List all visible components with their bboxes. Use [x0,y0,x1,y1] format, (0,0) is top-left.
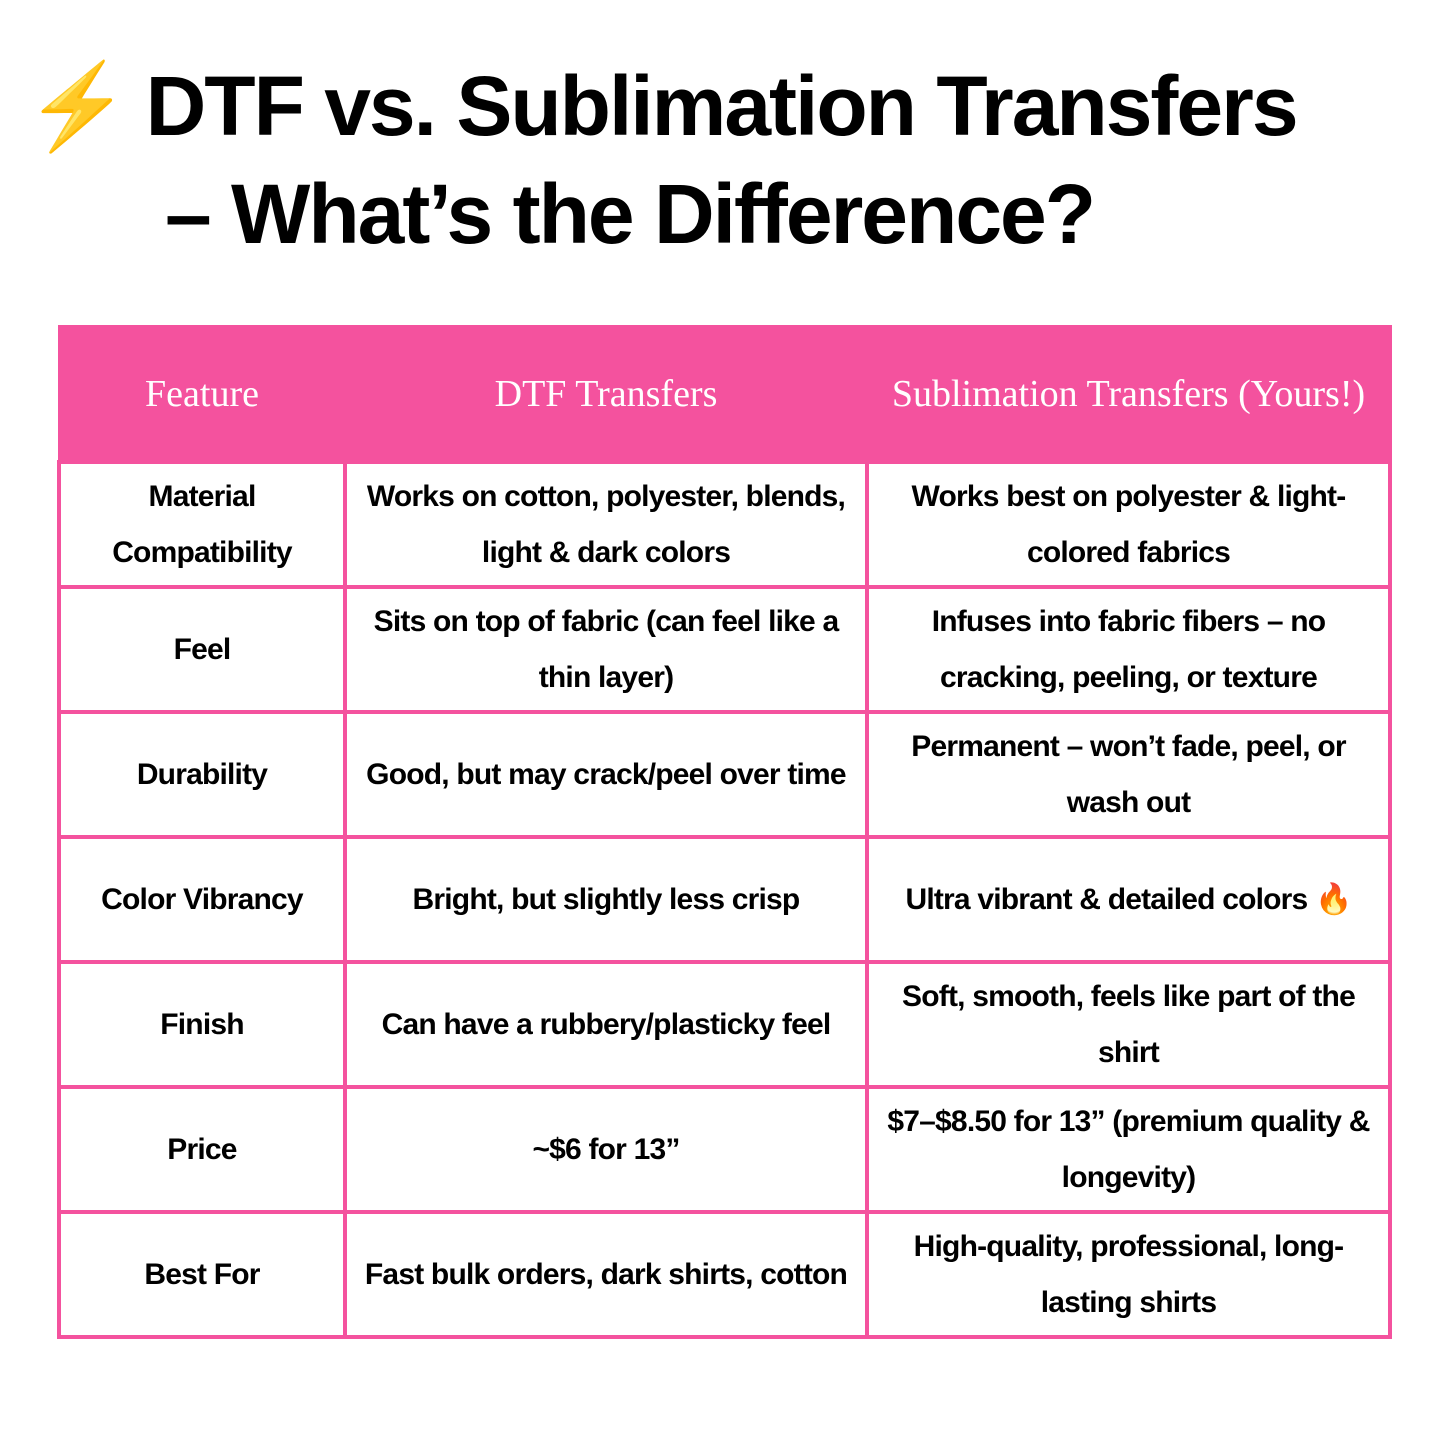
lightning-bolt-icon: ⚡ [25,59,130,153]
header-row: Feature DTF Transfers Sublimation Transf… [57,325,1392,464]
table-row: Material Compatibility Works on cotton, p… [57,460,1392,589]
header-dtf: DTF Transfers [343,325,869,464]
table-row: Durability Good, but may crack/peel over … [57,710,1392,839]
sublimation-cell: Infuses into fabric fibers – no cracking… [865,585,1392,714]
feature-cell: Material Compatibility [57,460,347,589]
feature-cell: Price [57,1085,347,1214]
dtf-cell: Can have a rubbery/plasticky feel [343,960,869,1089]
dtf-cell: Fast bulk orders, dark shirts, cotton [343,1210,869,1339]
title-line-2: – What’s the Difference? [165,167,1096,261]
sublimation-cell: $7–$8.50 for 13” (premium quality & long… [865,1085,1392,1214]
sublimation-cell: Permanent – won’t fade, peel, or wash ou… [865,710,1392,839]
table-row: Best For Fast bulk orders, dark shirts, c… [57,1210,1392,1339]
sublimation-cell: Soft, smooth, feels like part of the shi… [865,960,1392,1089]
feature-cell: Color Vibrancy [57,835,347,964]
comparison-table: Feature DTF Transfers Sublimation Transf… [57,325,1392,1339]
table-row: Color Vibrancy Bright, but slightly less … [57,835,1392,964]
dtf-cell: Good, but may crack/peel over time [343,710,869,839]
table-row: Finish Can have a rubbery/plasticky feel S… [57,960,1392,1089]
header-sublimation: Sublimation Transfers (Yours!) [865,325,1392,464]
sublimation-cell: High-quality, professional, long-lasting… [865,1210,1392,1339]
dtf-cell: Bright, but slightly less crisp [343,835,869,964]
dtf-cell: Sits on top of fabric (can feel like a t… [343,585,869,714]
feature-cell: Durability [57,710,347,839]
feature-cell: Feel [57,585,347,714]
title-line-1: ⚡ DTF vs. Sublimation Transfers [25,52,1299,160]
header-feature: Feature [57,325,347,464]
dtf-cell: ~$6 for 13” [343,1085,869,1214]
feature-cell: Best For [57,1210,347,1339]
sublimation-cell: Ultra vibrant & detailed colors 🔥 [865,835,1392,964]
title-text-1: DTF vs. Sublimation Transfers [145,59,1299,153]
dtf-cell: Works on cotton, polyester, blends, ligh… [343,460,869,589]
feature-cell: Finish [57,960,347,1089]
sublimation-cell: Works best on polyester & light-colored … [865,460,1392,589]
table-row: Price ~$6 for 13” $7–$8.50 for 13” (premiu… [57,1085,1392,1214]
table-row: Feel Sits on top of fabric (can feel like… [57,585,1392,714]
